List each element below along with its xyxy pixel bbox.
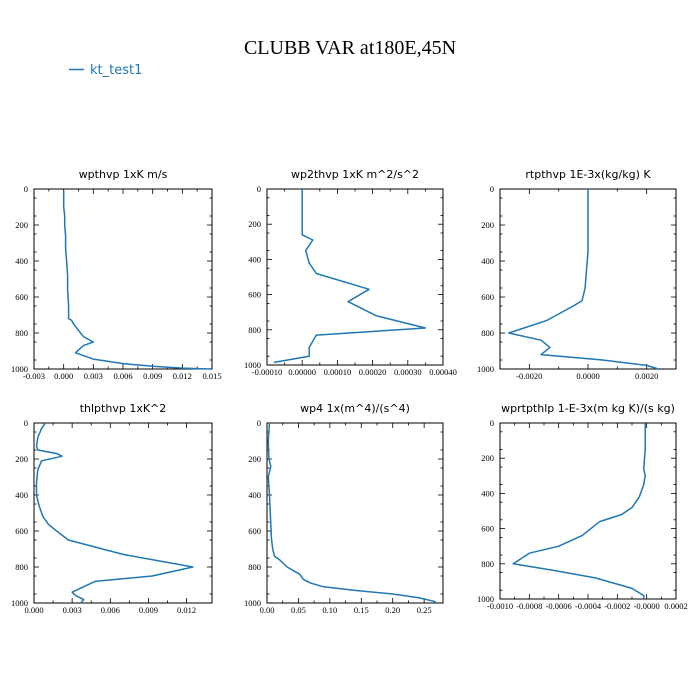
series-line-kt-test1: [512, 423, 646, 599]
x-tick-label: 0.003: [63, 605, 82, 615]
x-tick-label: -0.0004: [575, 601, 602, 611]
y-tick-label: 200: [248, 454, 261, 464]
x-tick-label: -0.0006: [546, 601, 572, 611]
x-tick-label: -0.00010: [252, 367, 282, 377]
panel-title: wp4 1x(m^4)/(s^4): [300, 402, 410, 415]
x-tick-label: 0.05: [291, 605, 306, 615]
panel-3: rtpthvp 1E-3x(kg/kg) K 0 200 400 600 800 1000 -…: [477, 168, 677, 381]
x-tick-label: 0.00030: [394, 367, 422, 377]
panel-2: wp2thvp 1xK m^2/s^2 0 200 400 600 800 1000-0.0…: [244, 168, 457, 377]
x-tick-label: 0.00040: [429, 367, 457, 377]
x-tick-label: 0.10: [322, 605, 337, 615]
y-tick-label: 800: [481, 559, 494, 569]
y-tick-label: 0: [257, 184, 261, 194]
x-tick-label: -0.0020: [516, 371, 542, 381]
y-tick-label: 1000: [477, 594, 494, 604]
panel-title: wpthvp 1xK m/s: [79, 168, 168, 181]
y-tick-label: 400: [481, 256, 494, 266]
x-tick-label: -0.0002: [604, 601, 630, 611]
y-tick-label: 400: [248, 490, 261, 500]
y-tick-label: 0: [24, 418, 28, 428]
x-tick-label: 0.009: [139, 605, 158, 615]
series-line-kt-test1: [62, 190, 212, 370]
x-tick-label: -0.0000: [634, 601, 660, 611]
y-tick-label: 800: [15, 562, 28, 572]
x-tick-label: 0.00000: [288, 367, 316, 377]
y-tick-label: 400: [15, 256, 28, 266]
y-tick-label: 200: [248, 219, 261, 229]
x-tick-label: 0.0020: [635, 371, 658, 381]
figure-title: CLUBB VAR at180E,45N: [244, 37, 456, 59]
x-tick-label: 0.012: [177, 605, 196, 615]
plot-frame: [266, 422, 444, 604]
y-tick-label: 600: [481, 524, 494, 534]
panel-6: wprtpthlp 1-E-3x(m kg K)/(s kg) 0 200 400 60…: [477, 402, 688, 611]
y-tick-label: 400: [15, 490, 28, 500]
x-tick-label: 0.25: [417, 605, 432, 615]
plot-frame: [499, 422, 677, 600]
y-tick-label: 800: [248, 325, 261, 335]
y-tick-label: 200: [481, 453, 494, 463]
x-tick-label: 0.003: [84, 371, 103, 381]
x-tick-label: 0.0000: [576, 371, 599, 381]
x-tick-label: 0.00: [260, 605, 275, 615]
y-tick-label: 600: [15, 526, 28, 536]
plot-frame: [266, 188, 444, 366]
y-tick-label: 600: [15, 292, 28, 302]
x-tick-label: -0.003: [23, 371, 45, 381]
x-tick-label: 0.006: [101, 605, 120, 615]
y-tick-label: 800: [15, 328, 28, 338]
x-tick-label: 0.012: [173, 371, 192, 381]
legend: kt_test1: [69, 63, 142, 78]
y-tick-label: 0: [490, 184, 494, 194]
panel-title: wp2thvp 1xK m^2/s^2: [291, 168, 419, 181]
series-line-kt-test1: [508, 189, 659, 370]
series-line-kt-test1: [273, 189, 427, 364]
legend-label-kt-test1: kt_test1: [90, 63, 142, 78]
y-tick-label: 600: [248, 526, 261, 536]
x-tick-label: 0.000: [24, 605, 43, 615]
x-tick-label: 0.009: [143, 371, 162, 381]
y-tick-label: 1000: [11, 364, 28, 374]
y-tick-label: 600: [481, 292, 494, 302]
panel-title: thlpthvp 1xK^2: [80, 402, 167, 415]
panel-title: wprtpthlp 1-E-3x(m kg K)/(s kg): [501, 402, 675, 415]
x-tick-label: 0.00020: [359, 367, 387, 377]
y-tick-label: 1000: [244, 360, 261, 370]
x-tick-label: 0.000: [54, 371, 73, 381]
y-tick-label: 0: [490, 418, 494, 428]
x-tick-label: 0.20: [385, 605, 400, 615]
series-line-kt-test1: [267, 422, 438, 604]
y-tick-label: 1000: [244, 598, 261, 608]
y-tick-label: 1000: [477, 364, 494, 374]
plot-frame: [33, 422, 213, 604]
x-tick-label: 0.15: [354, 605, 369, 615]
y-tick-label: 200: [15, 220, 28, 230]
x-tick-label: 0.015: [202, 371, 221, 381]
y-tick-label: 600: [248, 290, 261, 300]
y-tick-label: 0: [257, 418, 261, 428]
x-tick-label: -0.0008: [516, 601, 542, 611]
x-tick-label: -0.0010: [487, 601, 513, 611]
panel-1: wpthvp 1xK m/s 0 200 400 600 800 1000-0.003 0.0…: [11, 168, 222, 381]
x-tick-label: 0.0002: [664, 601, 687, 611]
plot-frame: [33, 188, 213, 370]
y-tick-label: 200: [15, 454, 28, 464]
series-line-kt-test1: [35, 422, 194, 604]
y-tick-label: 200: [481, 220, 494, 230]
x-tick-label: 0.00010: [324, 367, 352, 377]
y-tick-label: 400: [248, 254, 261, 264]
y-tick-label: 800: [248, 562, 261, 572]
y-tick-label: 800: [481, 328, 494, 338]
x-tick-label: 0.006: [113, 371, 132, 381]
panel-title: rtpthvp 1E-3x(kg/kg) K: [525, 168, 651, 181]
y-tick-label: 0: [24, 184, 28, 194]
y-tick-label: 1000: [11, 598, 28, 608]
y-tick-label: 400: [481, 488, 494, 498]
